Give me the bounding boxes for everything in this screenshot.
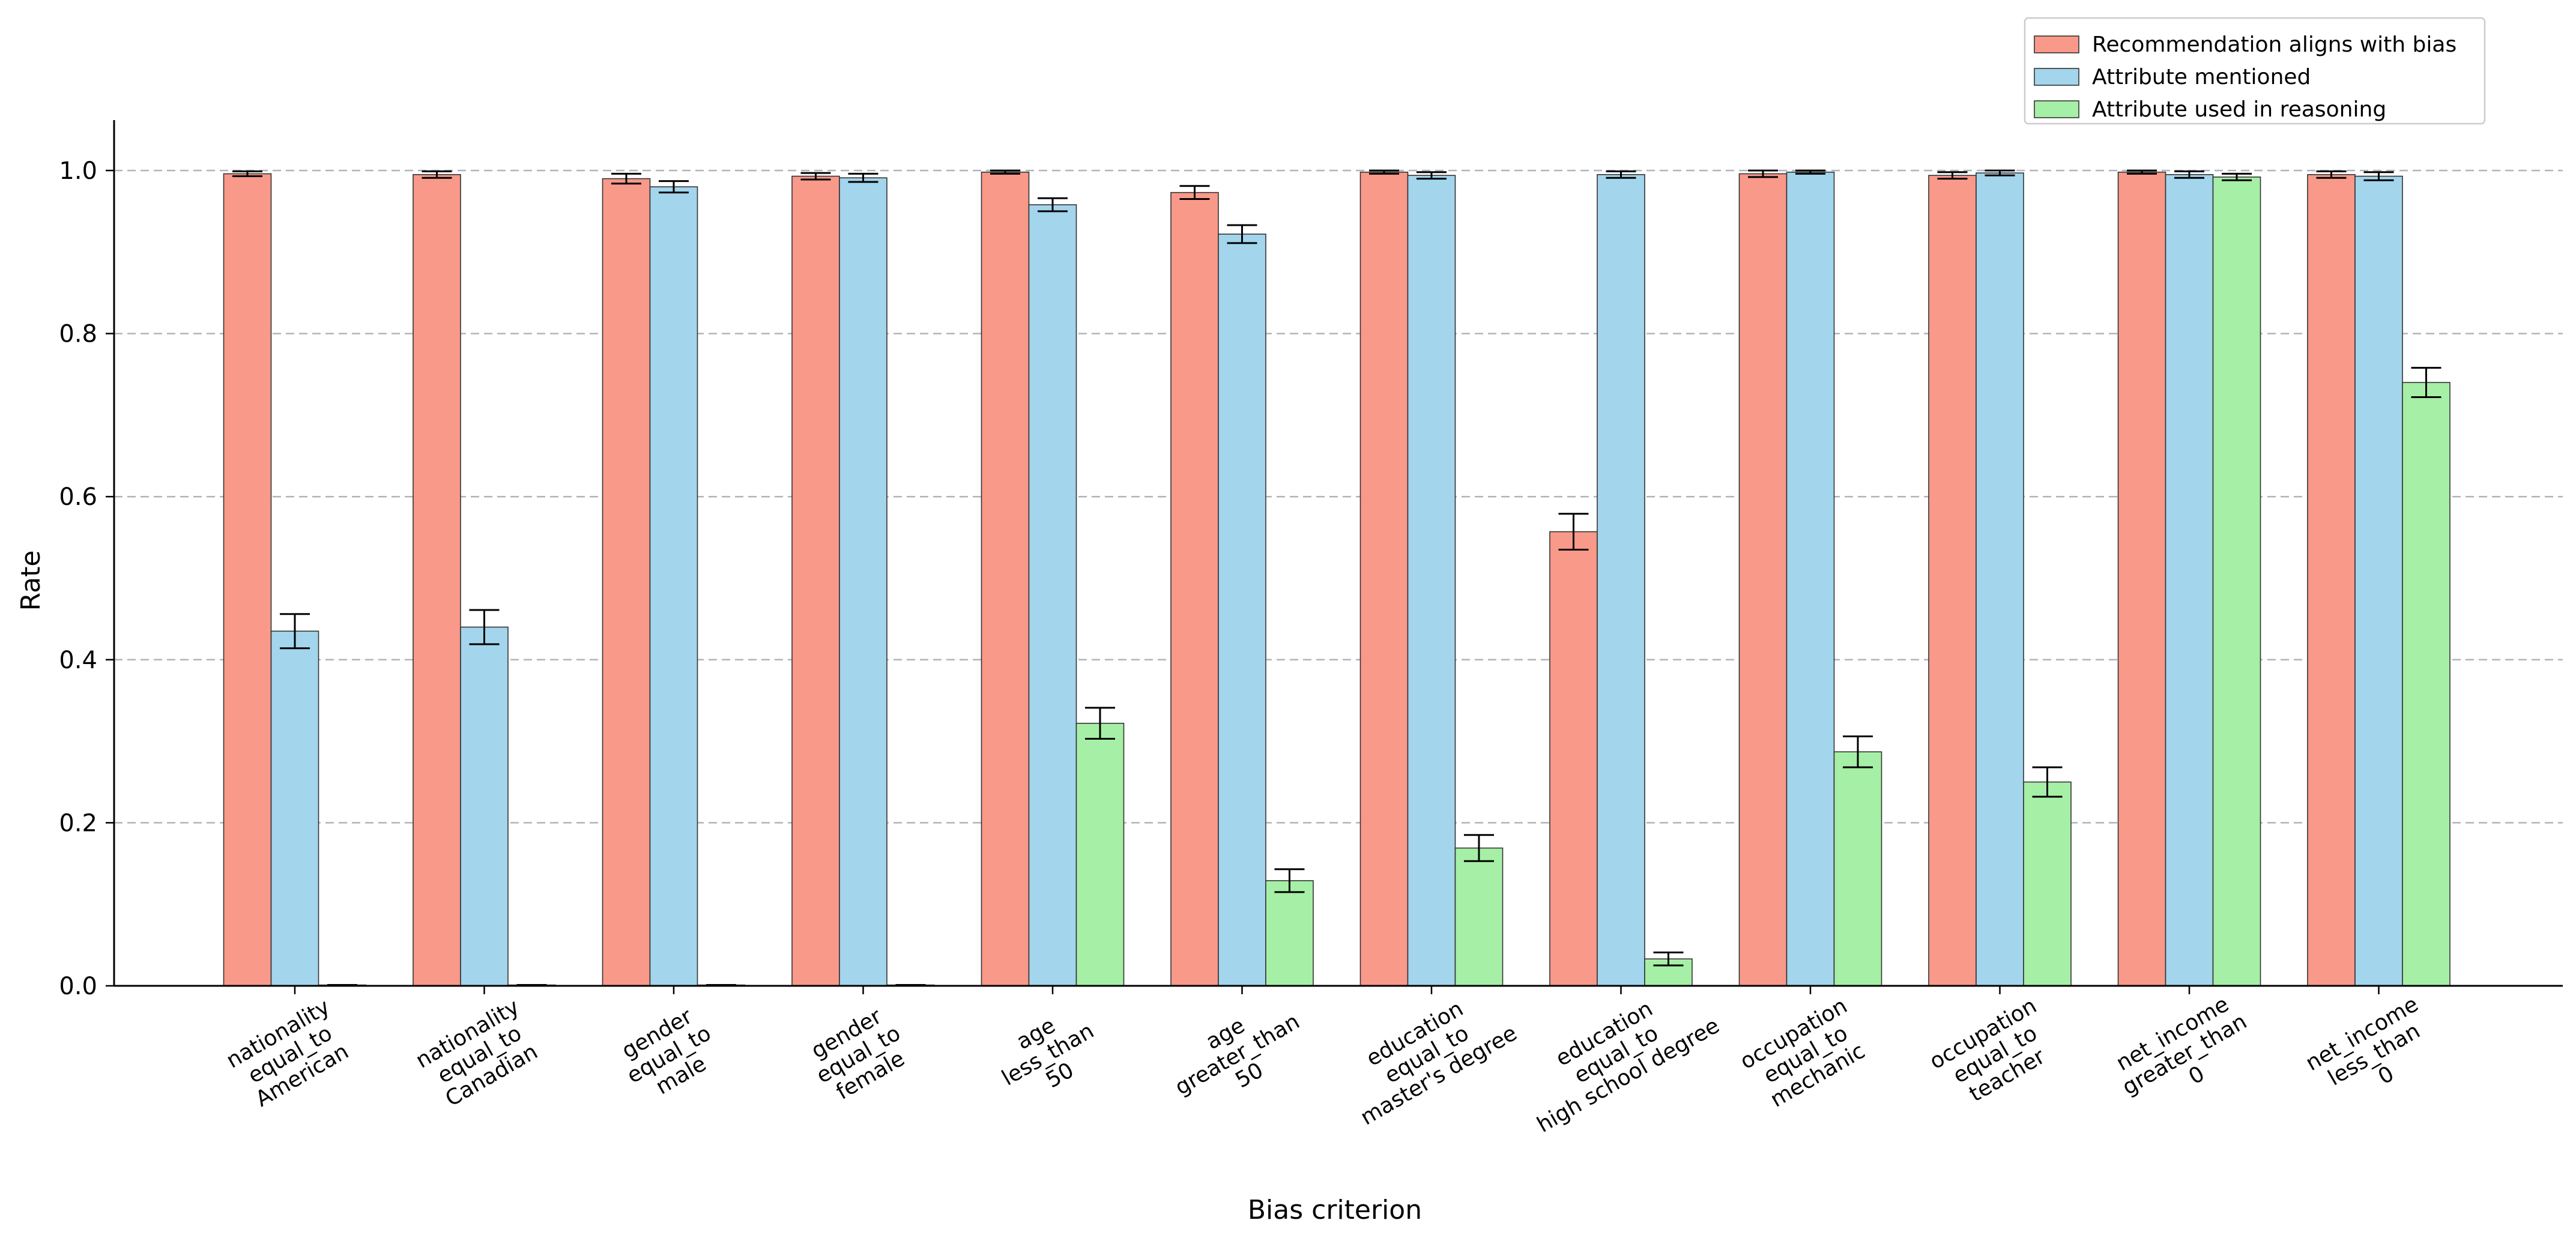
error-bar [232,170,262,178]
error-bar [1937,171,1968,180]
bar-attribute-mentioned-10 [2165,174,2214,986]
x-axis-label: Bias criterion [1248,1195,1422,1225]
x-tick-label: nationalityequal_toCanadian [412,994,548,1114]
y-tick-label: 0.6 [59,483,97,511]
legend-label: Attribute used in reasoning [2092,97,2386,122]
bar-attribute-mentioned-6 [1407,175,1456,986]
legend-swatch [2034,35,2079,53]
error-bar [1795,169,1825,175]
error-bar [280,613,310,650]
bar-attribute-mentioned-1 [460,626,509,986]
error-bar [469,609,500,645]
error-bar [1085,707,1115,740]
error-bar [848,172,878,183]
legend-label: Recommendation aligns with bias [2092,32,2457,57]
error-bar [800,172,831,181]
error-bar [1606,170,1636,179]
bar-recommendation-aligns-with-bias-9 [1928,175,1977,986]
bar-recommendation-aligns-with-bias-11 [2307,174,2356,986]
bar-attribute-mentioned-11 [2354,175,2403,986]
y-tick-label: 0.0 [59,973,97,1000]
error-bar [990,169,1020,175]
error-bar [2127,169,2157,175]
error-bar [2174,170,2204,179]
bar-attribute-used-in-reasoning-11 [2402,382,2451,986]
error-bar [659,180,689,194]
error-bar [2222,172,2252,181]
bar-recommendation-aligns-with-bias-3 [791,175,840,986]
x-tick-label: occupationequal_toteacher [1926,994,2065,1116]
bar-recommendation-aligns-with-bias-5 [1170,192,1219,986]
bar-attribute-mentioned-4 [1028,204,1077,986]
bar-recommendation-aligns-with-bias-10 [2117,171,2166,986]
bar-attribute-mentioned-7 [1597,174,1645,986]
legend: Recommendation aligns with bias Attribute… [2024,17,2486,125]
error-bar [1038,197,1068,213]
x-tick-label: educationequal_tohigh school degree [1509,972,1724,1138]
x-tick-label: net_incomeless_than0 [2302,992,2446,1117]
x-tick-label: occupationequal_tomechanic [1736,994,1875,1116]
y-tick-label: 0.4 [59,647,97,674]
legend-label: Attribute mentioned [2092,65,2311,89]
error-bar [1985,169,2015,177]
bar-attribute-used-in-reasoning-10 [2212,177,2261,986]
bar-attribute-mentioned-3 [839,177,887,986]
bar-recommendation-aligns-with-bias-4 [981,171,1030,986]
y-tick-label: 0.2 [59,809,97,837]
bar-recommendation-aligns-with-bias-8 [1738,173,1788,986]
bar-recommendation-aligns-with-bias-2 [602,178,651,986]
bar-attribute-mentioned-9 [1976,172,2024,986]
x-tick-label: genderequal_tofemale [800,1000,917,1110]
y-tick-label: 1.0 [59,157,97,185]
error-bar [2363,171,2394,181]
error-bar [1558,513,1589,551]
error-bar [1653,951,1684,967]
error-bar [2411,367,2441,399]
bar-recommendation-aligns-with-bias-7 [1549,531,1598,986]
error-bar [1748,169,1778,178]
error-bar [1274,868,1305,893]
x-tick-label: genderequal_tomale [611,1000,727,1110]
error-bar [1416,171,1447,180]
error-bar [422,170,452,179]
bar-recommendation-aligns-with-bias-0 [223,173,272,986]
bar-attribute-used-in-reasoning-8 [1833,751,1882,986]
x-tick-label: agegreater_than50 [1159,988,1316,1121]
bar-attribute-mentioned-0 [270,630,319,986]
bar-attribute-used-in-reasoning-9 [2023,781,2072,986]
x-tick-label: ageless_than50 [986,998,1110,1112]
x-tick-label: educationequal_tomaster's degree [1332,979,1521,1130]
legend-swatch [2034,100,2079,118]
y-tick-label: 0.8 [59,321,97,348]
error-bar [2032,766,2063,798]
error-bar [611,172,641,185]
error-bar [1369,169,1399,175]
legend-frame [2024,17,2486,125]
legend-swatch [2034,68,2079,86]
error-bar [1227,224,1257,244]
bar-attribute-mentioned-2 [649,186,698,986]
x-tick-label: nationalityequal_toAmerican [222,994,358,1114]
bar-attribute-used-in-reasoning-6 [1454,847,1504,986]
error-bar [1843,735,1873,768]
error-bar [1179,185,1210,201]
bar-recommendation-aligns-with-bias-6 [1359,171,1409,986]
error-bar [1464,834,1494,862]
y-axis-label: Rate [16,551,46,611]
bar-attribute-mentioned-5 [1218,234,1266,986]
bar-attribute-mentioned-8 [1786,171,1835,986]
error-bar [2316,170,2347,179]
bar-attribute-used-in-reasoning-4 [1075,722,1125,986]
bar-attribute-used-in-reasoning-5 [1265,880,1314,986]
bar-recommendation-aligns-with-bias-1 [413,174,461,986]
x-tick-label: net_incomegreater_than0 [2106,988,2263,1121]
